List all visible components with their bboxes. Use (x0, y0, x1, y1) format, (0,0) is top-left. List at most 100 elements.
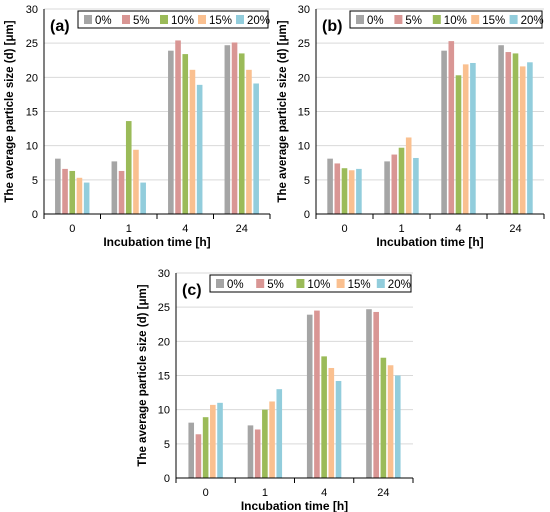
y-tick-label: 15 (158, 371, 170, 383)
legend: 0% 5% 10% 15% 20% (77, 10, 270, 29)
bar-0pct-1h (247, 425, 254, 478)
bar-15pct-0h (76, 177, 83, 214)
y-tick-label: 5 (304, 175, 310, 187)
bar-20pct-1h (140, 182, 146, 214)
bar-20pct-4h (335, 380, 342, 478)
x-tick-label: 4 (182, 223, 188, 235)
x-tick-label: 1 (126, 223, 132, 235)
legend-swatch (216, 279, 224, 288)
legend-label: 15% (348, 279, 371, 291)
legend-swatch (509, 15, 518, 24)
bar-10pct-4h (455, 75, 462, 215)
legend-label: 20% (388, 279, 411, 291)
legend-label: 0% (367, 15, 384, 27)
bar-15pct-4h (328, 367, 335, 478)
bar-15pct-1h (405, 137, 412, 214)
legend-swatch (432, 15, 441, 24)
x-axis-label: Incubation time [h] (241, 499, 348, 512)
bar-0pct-1h (111, 161, 118, 214)
bar-0pct-4h (441, 50, 447, 214)
legend-label: 0% (227, 279, 244, 291)
legend-label: 0% (95, 15, 112, 27)
bar-15pct-24h (387, 365, 394, 478)
legend-swatch (376, 279, 385, 288)
bar-10pct-1h (262, 409, 268, 478)
panel-label: (b) (322, 18, 342, 35)
x-axis-label: Incubation time [h] (376, 235, 483, 249)
legend-swatch (336, 279, 345, 288)
bar-5pct-24h (231, 42, 238, 214)
legend-swatch (356, 15, 364, 24)
y-tick-label: 25 (26, 38, 38, 50)
bar-5pct-1h (254, 429, 261, 478)
y-tick-label: 25 (298, 38, 310, 50)
bar-0pct-4h (168, 50, 174, 214)
y-tick-label: 10 (298, 141, 310, 153)
x-tick-label: 0 (341, 223, 347, 235)
bar-20pct-4h (470, 62, 476, 214)
legend-swatch (296, 279, 305, 288)
bar-20pct-4h (196, 84, 203, 214)
x-tick-label: 0 (203, 487, 209, 499)
bar-20pct-1h (413, 157, 419, 214)
bar-20pct-0h (83, 182, 90, 214)
x-tick-label: 24 (236, 223, 248, 235)
bar-15pct-1h (133, 149, 139, 214)
y-tick-label: 20 (298, 72, 310, 84)
bar-5pct-24h (505, 52, 512, 214)
legend-label: 5% (267, 279, 284, 291)
y-tick-label: 5 (32, 175, 38, 187)
y-tick-label: 30 (26, 4, 38, 16)
x-tick-label: 4 (321, 487, 327, 499)
bar-10pct-24h (512, 53, 519, 214)
bar-10pct-4h (182, 54, 189, 214)
bar-15pct-24h (519, 66, 526, 215)
bar-5pct-4h (175, 40, 181, 214)
y-tick-label: 5 (164, 439, 170, 451)
legend-label: 10% (444, 15, 467, 27)
bar-20pct-0h (356, 168, 362, 214)
bar-20pct-1h (276, 389, 283, 478)
bar-15pct-0h (210, 404, 216, 478)
x-tick-label: 4 (455, 223, 461, 235)
bar-10pct-0h (341, 168, 348, 214)
bar-20pct-24h (527, 62, 533, 214)
bar-0pct-0h (327, 158, 333, 214)
x-axis-label: Incubation time [h] (103, 235, 210, 249)
chart-panel-3: 0 5 10 15 20 25 30 0 1 4 24 Incubation time [h] The … (137, 268, 414, 512)
bar-5pct-4h (448, 41, 455, 214)
bar-0pct-24h (224, 45, 231, 214)
bar-5pct-0h (195, 434, 202, 478)
y-tick-label: 30 (298, 4, 310, 16)
legend-swatch (394, 15, 403, 24)
bar-5pct-0h (62, 168, 68, 214)
bar-0pct-24h (498, 45, 504, 214)
panel-label: (a) (50, 18, 70, 35)
y-axis-label: The average particle size (d) [μm] (137, 284, 149, 466)
bar-15pct-24h (246, 69, 252, 214)
bar-0pct-0h (55, 158, 61, 214)
legend-label: 15% (482, 15, 505, 27)
legend-label: 10% (171, 15, 194, 27)
legend-swatch (198, 15, 206, 24)
bar-0pct-24h (366, 309, 372, 478)
y-tick-label: 20 (26, 72, 38, 84)
legend-swatch (236, 15, 244, 24)
legend-swatch (84, 15, 92, 24)
bar-10pct-4h (321, 356, 327, 478)
x-tick-label: 24 (509, 223, 521, 235)
y-tick-label: 0 (304, 209, 310, 221)
bar-5pct-1h (391, 154, 398, 214)
y-tick-label: 25 (158, 302, 170, 314)
bar-20pct-24h (253, 83, 259, 214)
y-tick-label: 0 (164, 473, 170, 485)
y-axis-label: The average particle size (d) [μm] (277, 20, 289, 202)
legend-label: 20% (247, 15, 270, 27)
y-tick-label: 30 (158, 268, 170, 280)
legend-label: 5% (405, 15, 422, 27)
y-tick-label: 15 (298, 107, 310, 119)
bar-15pct-1h (269, 401, 275, 478)
x-tick-label: 1 (398, 223, 404, 235)
bar-5pct-1h (118, 170, 125, 214)
